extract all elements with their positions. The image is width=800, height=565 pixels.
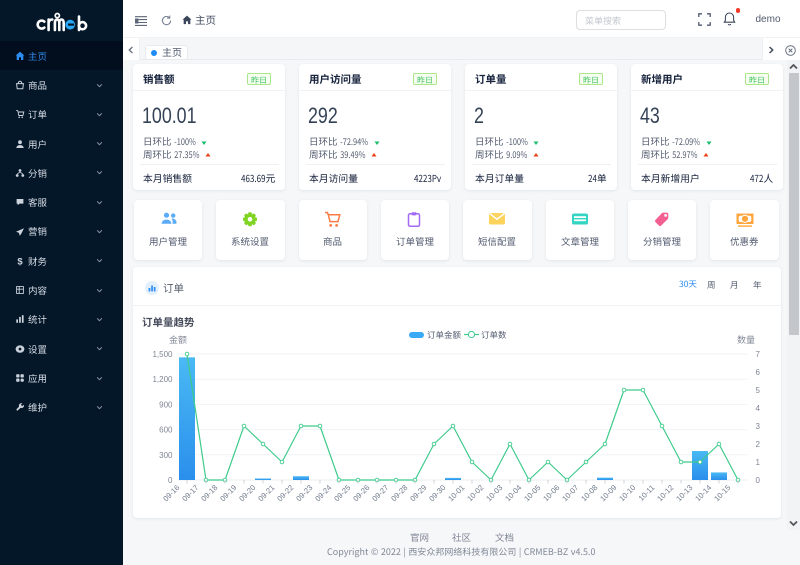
- svg-text:09-30: 09-30: [427, 483, 447, 503]
- svg-text:10-07: 10-07: [560, 483, 580, 503]
- svg-text:09-17: 09-17: [180, 483, 200, 503]
- svg-text:10-02: 10-02: [465, 483, 485, 503]
- svg-text:10-08: 10-08: [579, 483, 599, 503]
- svg-text:09-26: 09-26: [351, 483, 371, 503]
- svg-text:09-16: 09-16: [161, 483, 181, 503]
- svg-text:10-15: 10-15: [712, 483, 732, 503]
- svg-text:600: 600: [159, 426, 173, 435]
- svg-text:10-14: 10-14: [693, 483, 713, 503]
- svg-text:09-24: 09-24: [313, 483, 333, 503]
- svg-text:09-23: 09-23: [294, 483, 314, 503]
- svg-text:10-11: 10-11: [637, 483, 657, 503]
- svg-text:300: 300: [159, 451, 173, 460]
- svg-text:10-12: 10-12: [655, 483, 675, 503]
- svg-text:6: 6: [756, 368, 761, 377]
- svg-text:10-13: 10-13: [674, 483, 694, 503]
- svg-text:5: 5: [756, 386, 761, 395]
- svg-text:10-05: 10-05: [522, 483, 542, 503]
- svg-text:2: 2: [756, 440, 761, 449]
- svg-text:10-03: 10-03: [484, 483, 504, 503]
- svg-text:3: 3: [756, 422, 761, 431]
- svg-text:10-09: 10-09: [598, 483, 618, 503]
- svg-text:4: 4: [756, 404, 761, 413]
- svg-text:$: $: [17, 256, 23, 265]
- svg-text:0: 0: [756, 476, 761, 485]
- svg-text:09-20: 09-20: [237, 483, 257, 503]
- svg-text:09-22: 09-22: [275, 483, 295, 503]
- svg-text:1: 1: [756, 458, 761, 467]
- svg-text:09-28: 09-28: [389, 483, 409, 503]
- svg-text:0: 0: [168, 476, 173, 485]
- svg-text:900: 900: [159, 400, 173, 409]
- svg-text:7: 7: [756, 350, 761, 359]
- svg-text:09-21: 09-21: [256, 483, 276, 503]
- svg-text:10-06: 10-06: [541, 483, 561, 503]
- svg-text:1,200: 1,200: [152, 375, 173, 384]
- svg-text:09-27: 09-27: [370, 483, 390, 503]
- svg-text:09-25: 09-25: [332, 483, 352, 503]
- svg-text:09-29: 09-29: [408, 483, 428, 503]
- svg-text:1,500: 1,500: [152, 350, 173, 359]
- svg-text:10-04: 10-04: [503, 483, 523, 503]
- svg-text:09-18: 09-18: [199, 483, 219, 503]
- svg-text:10-01: 10-01: [446, 483, 466, 503]
- svg-text:10-10: 10-10: [617, 483, 637, 503]
- svg-text:09-19: 09-19: [218, 483, 238, 503]
